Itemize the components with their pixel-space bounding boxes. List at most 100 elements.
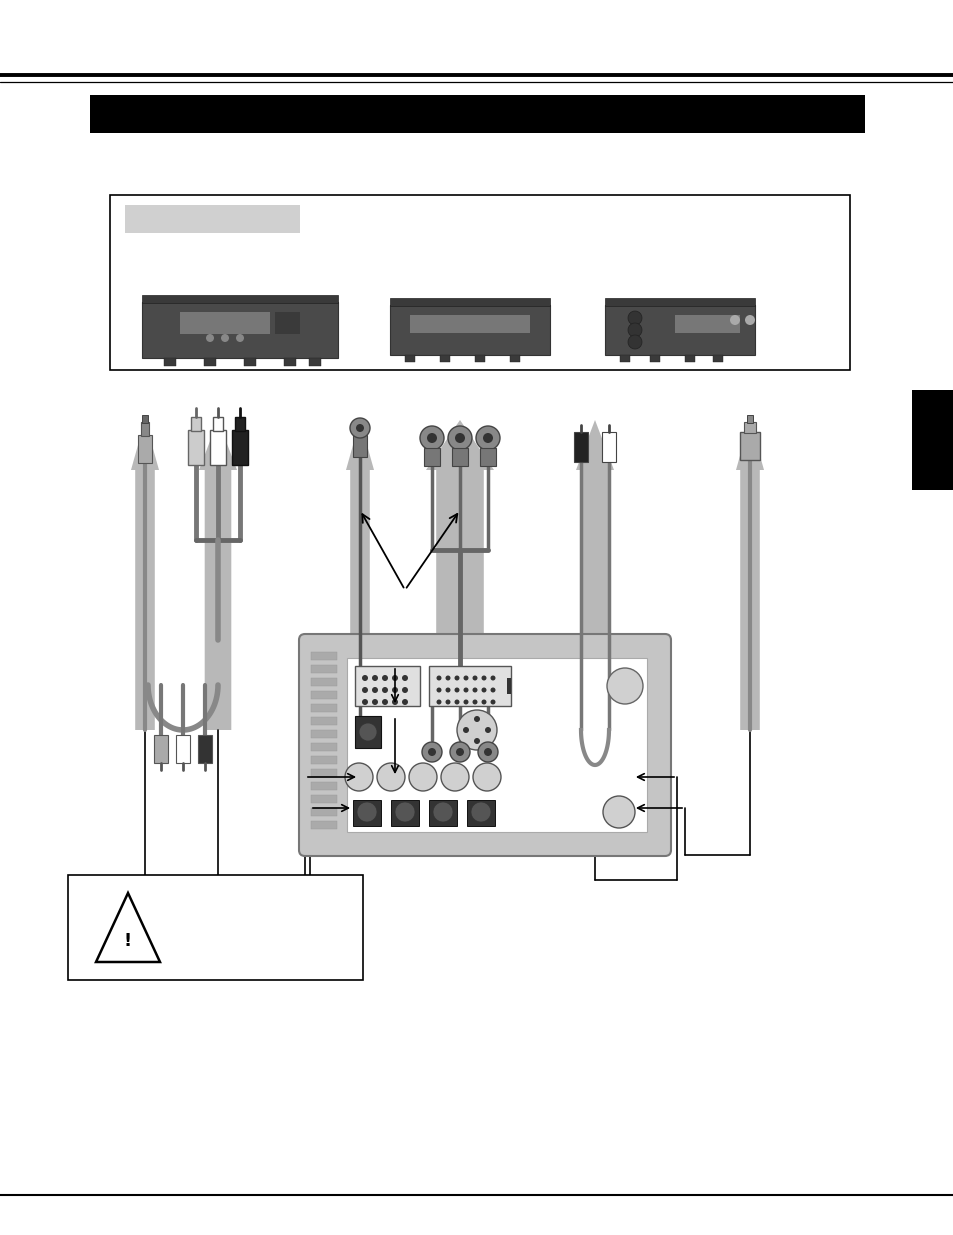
Bar [675,315,740,333]
Circle shape [401,676,408,680]
Bar [198,735,212,763]
Bar [353,435,367,457]
Bar [423,448,439,466]
Bar [390,305,550,354]
Polygon shape [346,420,374,730]
Circle shape [456,710,497,750]
Circle shape [419,426,443,450]
Circle shape [490,676,495,680]
Polygon shape [576,420,614,730]
Bar [311,795,336,803]
Bar [429,800,456,826]
Bar [244,358,255,366]
Circle shape [477,742,497,762]
Bar [743,422,755,433]
Bar [506,678,511,694]
Bar [309,358,320,366]
Circle shape [455,433,464,443]
Bar [142,415,148,424]
Bar [274,312,299,333]
Circle shape [440,763,469,790]
Circle shape [481,688,486,693]
Circle shape [602,797,635,827]
Circle shape [456,748,463,756]
Circle shape [474,739,479,743]
Circle shape [221,333,229,342]
Bar [452,448,468,466]
Circle shape [356,802,376,823]
Bar [601,432,616,462]
Circle shape [463,699,468,704]
Circle shape [448,426,472,450]
Bar [125,205,299,233]
Bar [180,312,270,333]
Circle shape [476,426,499,450]
Circle shape [355,424,364,432]
Bar [405,354,415,362]
Bar [234,417,245,431]
Circle shape [392,699,397,705]
Bar [619,354,629,362]
Bar [347,658,646,832]
Bar [479,448,496,466]
Bar [210,430,226,466]
Bar [311,678,336,685]
Bar [746,415,752,424]
Bar [911,390,953,490]
Bar [390,298,550,306]
Bar [311,756,336,764]
Circle shape [481,676,486,680]
Bar [311,821,336,829]
Bar [574,432,587,462]
Bar [141,422,149,436]
Bar [284,358,295,366]
Circle shape [445,699,450,704]
Circle shape [421,742,441,762]
Bar [467,800,495,826]
Bar [311,704,336,713]
Circle shape [474,716,479,722]
Bar [353,800,380,826]
Polygon shape [735,420,763,730]
Circle shape [471,802,491,823]
Bar [175,735,190,763]
Circle shape [472,688,477,693]
Bar [138,435,152,463]
Bar [355,716,380,748]
Bar [68,876,363,981]
Text: !: ! [124,932,132,950]
Circle shape [361,687,368,693]
Circle shape [490,699,495,704]
Circle shape [463,688,468,693]
Circle shape [454,688,459,693]
Bar [311,782,336,790]
Circle shape [445,676,450,680]
Circle shape [472,699,477,704]
Bar [311,808,336,816]
Bar [232,430,248,466]
Circle shape [235,333,244,342]
Circle shape [392,676,397,680]
Circle shape [473,763,500,790]
Bar [649,354,659,362]
Circle shape [450,742,470,762]
Circle shape [627,311,641,325]
Circle shape [454,676,459,680]
Bar [110,195,849,370]
Bar [429,666,511,706]
Bar [311,769,336,777]
Bar [544,808,659,840]
Bar [311,692,336,699]
Circle shape [409,763,436,790]
Circle shape [381,699,388,705]
Bar [142,295,337,303]
Bar [712,354,722,362]
Bar [204,358,215,366]
Polygon shape [199,420,236,730]
Circle shape [345,763,373,790]
Bar [684,354,695,362]
Circle shape [454,699,459,704]
Bar [311,652,336,659]
Bar [153,735,168,763]
Circle shape [627,324,641,337]
